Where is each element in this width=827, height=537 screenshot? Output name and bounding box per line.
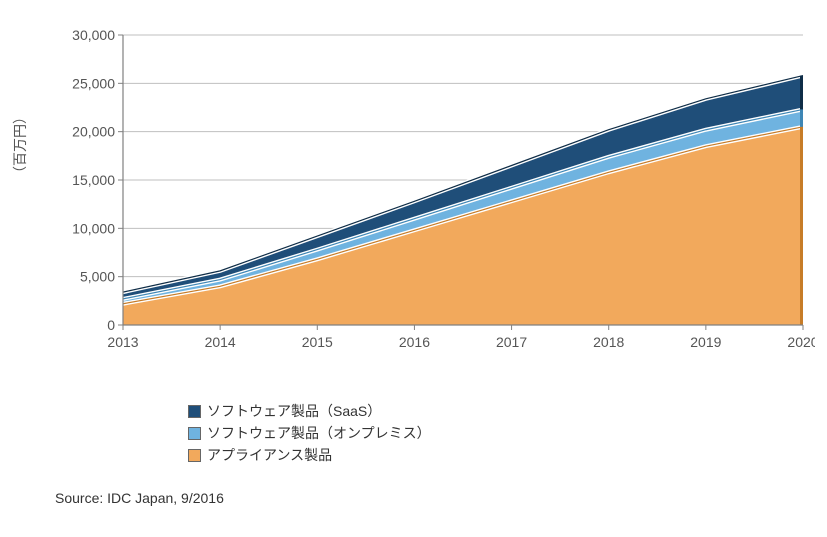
y-tick-label: 5,000 <box>80 269 115 285</box>
y-tick-label: 0 <box>107 317 115 333</box>
x-tick-label: 2014 <box>205 334 236 350</box>
legend-swatch <box>188 427 201 440</box>
legend-label: ソフトウェア製品（オンプレミス） <box>207 422 431 444</box>
legend-item: ソフトウェア製品（オンプレミス） <box>188 422 431 444</box>
legend-item: アプライアンス製品 <box>188 444 431 466</box>
x-tick-label: 2017 <box>496 334 527 350</box>
legend-swatch <box>188 405 201 418</box>
y-tick-label: 25,000 <box>72 75 115 91</box>
y-tick-label: 15,000 <box>72 172 115 188</box>
x-tick-label: 2016 <box>399 334 430 350</box>
y-tick-label: 30,000 <box>72 27 115 43</box>
x-tick-label: 2018 <box>593 334 624 350</box>
legend-label: ソフトウェア製品（SaaS） <box>207 400 381 422</box>
legend-item: ソフトウェア製品（SaaS） <box>188 400 431 422</box>
x-tick-label: 2019 <box>690 334 721 350</box>
area-appliance <box>123 127 803 325</box>
legend-swatch <box>188 449 201 462</box>
area-chart: 0 5,000 10,000 15,000 20,000 25,000 30,000 2013… <box>55 25 815 355</box>
source-attribution: Source: IDC Japan, 9/2016 <box>55 490 224 506</box>
legend-label: アプライアンス製品 <box>207 444 332 466</box>
y-axis-label: （百万円） <box>10 110 30 180</box>
area-edge-onprem <box>800 109 803 126</box>
x-tick-label: 2020 <box>787 334 815 350</box>
y-tick-label: 20,000 <box>72 124 115 140</box>
legend: ソフトウェア製品（SaaS）ソフトウェア製品（オンプレミス）アプライアンス製品 <box>188 400 431 466</box>
area-edge-saas <box>800 76 803 110</box>
y-tick-label: 10,000 <box>72 220 115 236</box>
area-edge-appliance <box>800 127 803 325</box>
x-tick-label: 2013 <box>107 334 138 350</box>
x-tick-label: 2015 <box>302 334 333 350</box>
